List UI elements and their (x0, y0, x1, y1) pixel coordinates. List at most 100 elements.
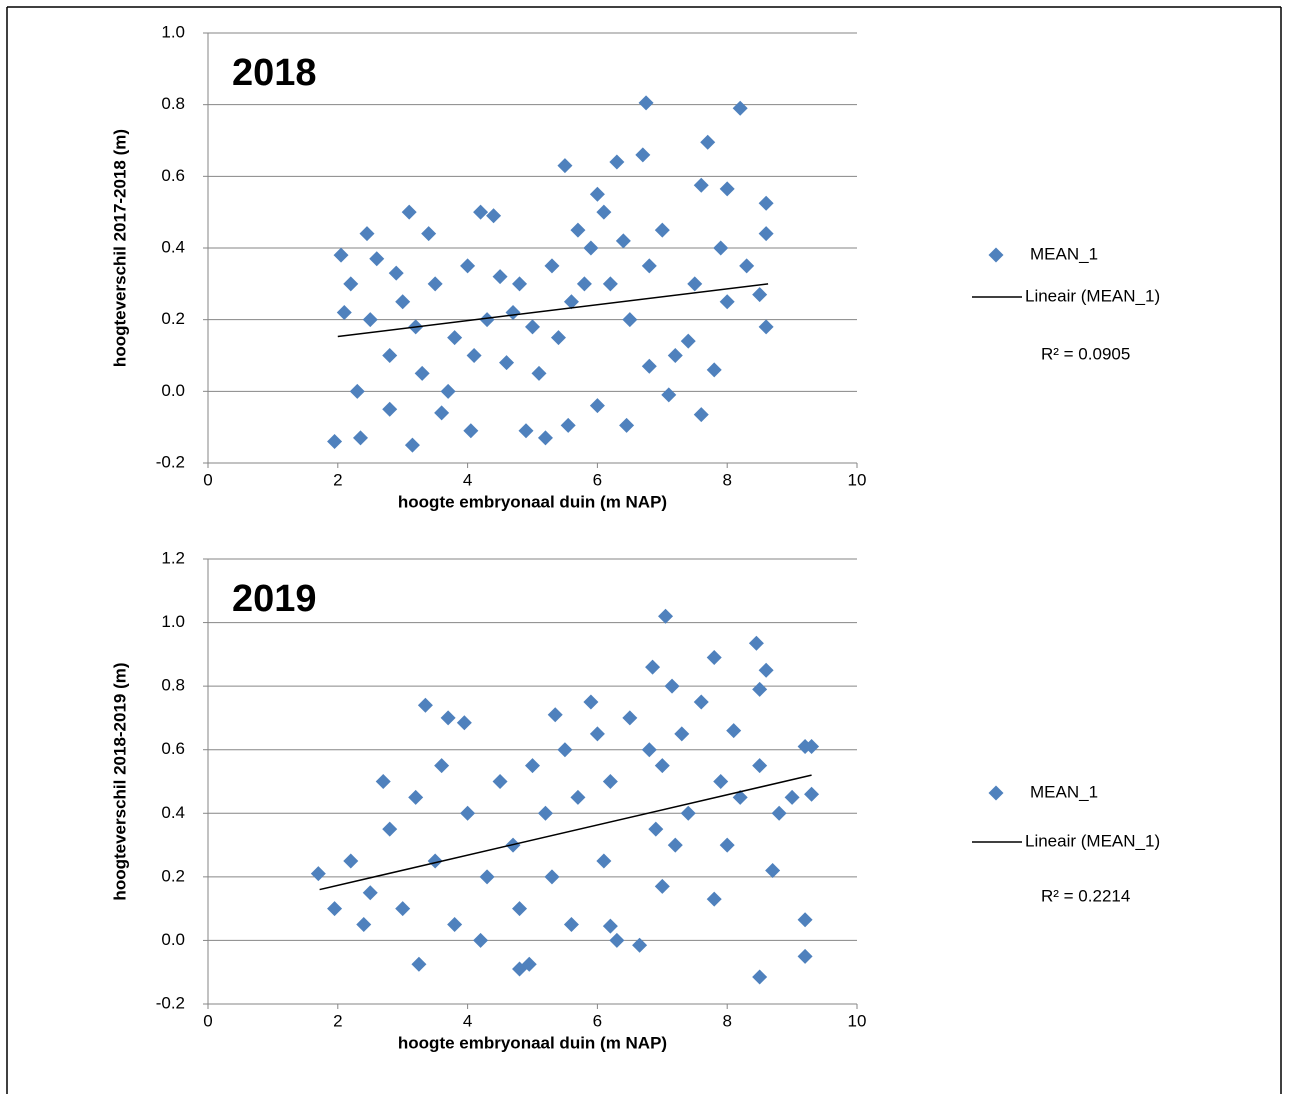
annotation: 2019 (232, 578, 317, 620)
data-point (615, 233, 631, 249)
data-point (395, 294, 411, 310)
data-point (658, 608, 674, 624)
data-point (525, 758, 540, 774)
data-point (641, 742, 657, 758)
data-point (589, 726, 605, 742)
data-point (512, 901, 528, 917)
data-point (518, 423, 534, 439)
data-point (758, 319, 774, 335)
data-point (563, 294, 579, 310)
data-point (531, 365, 547, 381)
data-point (758, 226, 774, 242)
y-tick-label: -0.2 (156, 452, 185, 471)
data-point (563, 917, 579, 933)
data-point (427, 853, 443, 869)
data-point (609, 932, 625, 948)
data-point (537, 805, 553, 821)
data-point (804, 739, 820, 755)
y-tick-label: 0.0 (161, 381, 185, 400)
y-tick-label: 0.6 (161, 166, 185, 185)
data-point (632, 937, 648, 953)
data-point (739, 258, 755, 274)
data-point (362, 885, 378, 901)
data-point (602, 276, 618, 292)
data-point (654, 758, 670, 774)
data-point (521, 956, 537, 972)
y-tick-label: 0.8 (161, 94, 185, 113)
data-point (460, 805, 476, 821)
data-point (447, 330, 463, 346)
data-point (706, 891, 722, 907)
data-point (382, 821, 398, 837)
legend-label: MEAN_1 (1030, 782, 1098, 801)
data-point (343, 276, 359, 292)
x-axis-title: hoogte embryonaal duin (m NAP) (398, 1033, 667, 1052)
data-point (641, 358, 657, 374)
x-tick-label: 8 (722, 1011, 731, 1030)
y-tick-label: 1.0 (161, 22, 185, 41)
data-point (719, 181, 735, 197)
x-tick-label: 10 (848, 1011, 867, 1030)
data-point (349, 383, 365, 399)
data-point (664, 678, 680, 694)
annotation: 2018 (232, 52, 317, 94)
y-tick-label: 0.0 (161, 930, 185, 949)
data-point (382, 348, 398, 363)
data-point (463, 423, 479, 439)
data-point (440, 710, 456, 726)
data-point (797, 948, 813, 964)
data-point (356, 917, 372, 933)
data-point (622, 312, 638, 328)
data-point (622, 710, 638, 726)
data-point (408, 789, 424, 805)
x-tick-label: 10 (848, 470, 867, 489)
x-tick-label: 0 (203, 470, 212, 489)
data-point (395, 901, 411, 917)
data-point (421, 226, 437, 242)
data-point (648, 821, 664, 837)
data-point (797, 912, 813, 928)
data-point (758, 662, 774, 678)
data-point (512, 276, 528, 292)
data-point (560, 417, 576, 433)
data-point (473, 932, 489, 948)
data-point (479, 869, 495, 885)
data-point (719, 837, 735, 853)
data-point (547, 707, 563, 723)
data-point (411, 956, 427, 972)
data-point (570, 222, 586, 238)
y-tick-label: 1.0 (161, 612, 185, 631)
data-point (706, 650, 722, 666)
data-point (713, 774, 729, 789)
legend-marker (988, 785, 1004, 801)
data-point (693, 694, 709, 710)
data-point (333, 247, 349, 263)
data-point (382, 401, 398, 417)
data-point (732, 789, 748, 805)
y-tick-label: 0.4 (161, 803, 185, 822)
data-point (479, 312, 495, 328)
data-point (700, 134, 716, 150)
data-point (784, 789, 800, 805)
legend-label: Lineair (MEAN_1) (1025, 831, 1160, 850)
data-point (404, 437, 420, 453)
data-point (619, 417, 635, 433)
legend-label: MEAN_1 (1030, 244, 1098, 263)
data-point (460, 258, 476, 274)
legend-marker (988, 247, 1004, 263)
data-point (680, 805, 696, 821)
r-squared: R² = 0.2214 (1041, 886, 1130, 905)
data-point (602, 774, 618, 789)
x-tick-label: 2 (333, 470, 342, 489)
data-point (343, 853, 359, 869)
data-point (327, 901, 343, 917)
data-point (687, 276, 703, 292)
y-tick-label: 0.8 (161, 676, 185, 695)
data-point (570, 789, 586, 805)
trend-line (337, 283, 769, 338)
data-point (804, 786, 820, 802)
data-point (719, 294, 735, 310)
data-point (353, 430, 369, 446)
data-point (654, 222, 670, 238)
